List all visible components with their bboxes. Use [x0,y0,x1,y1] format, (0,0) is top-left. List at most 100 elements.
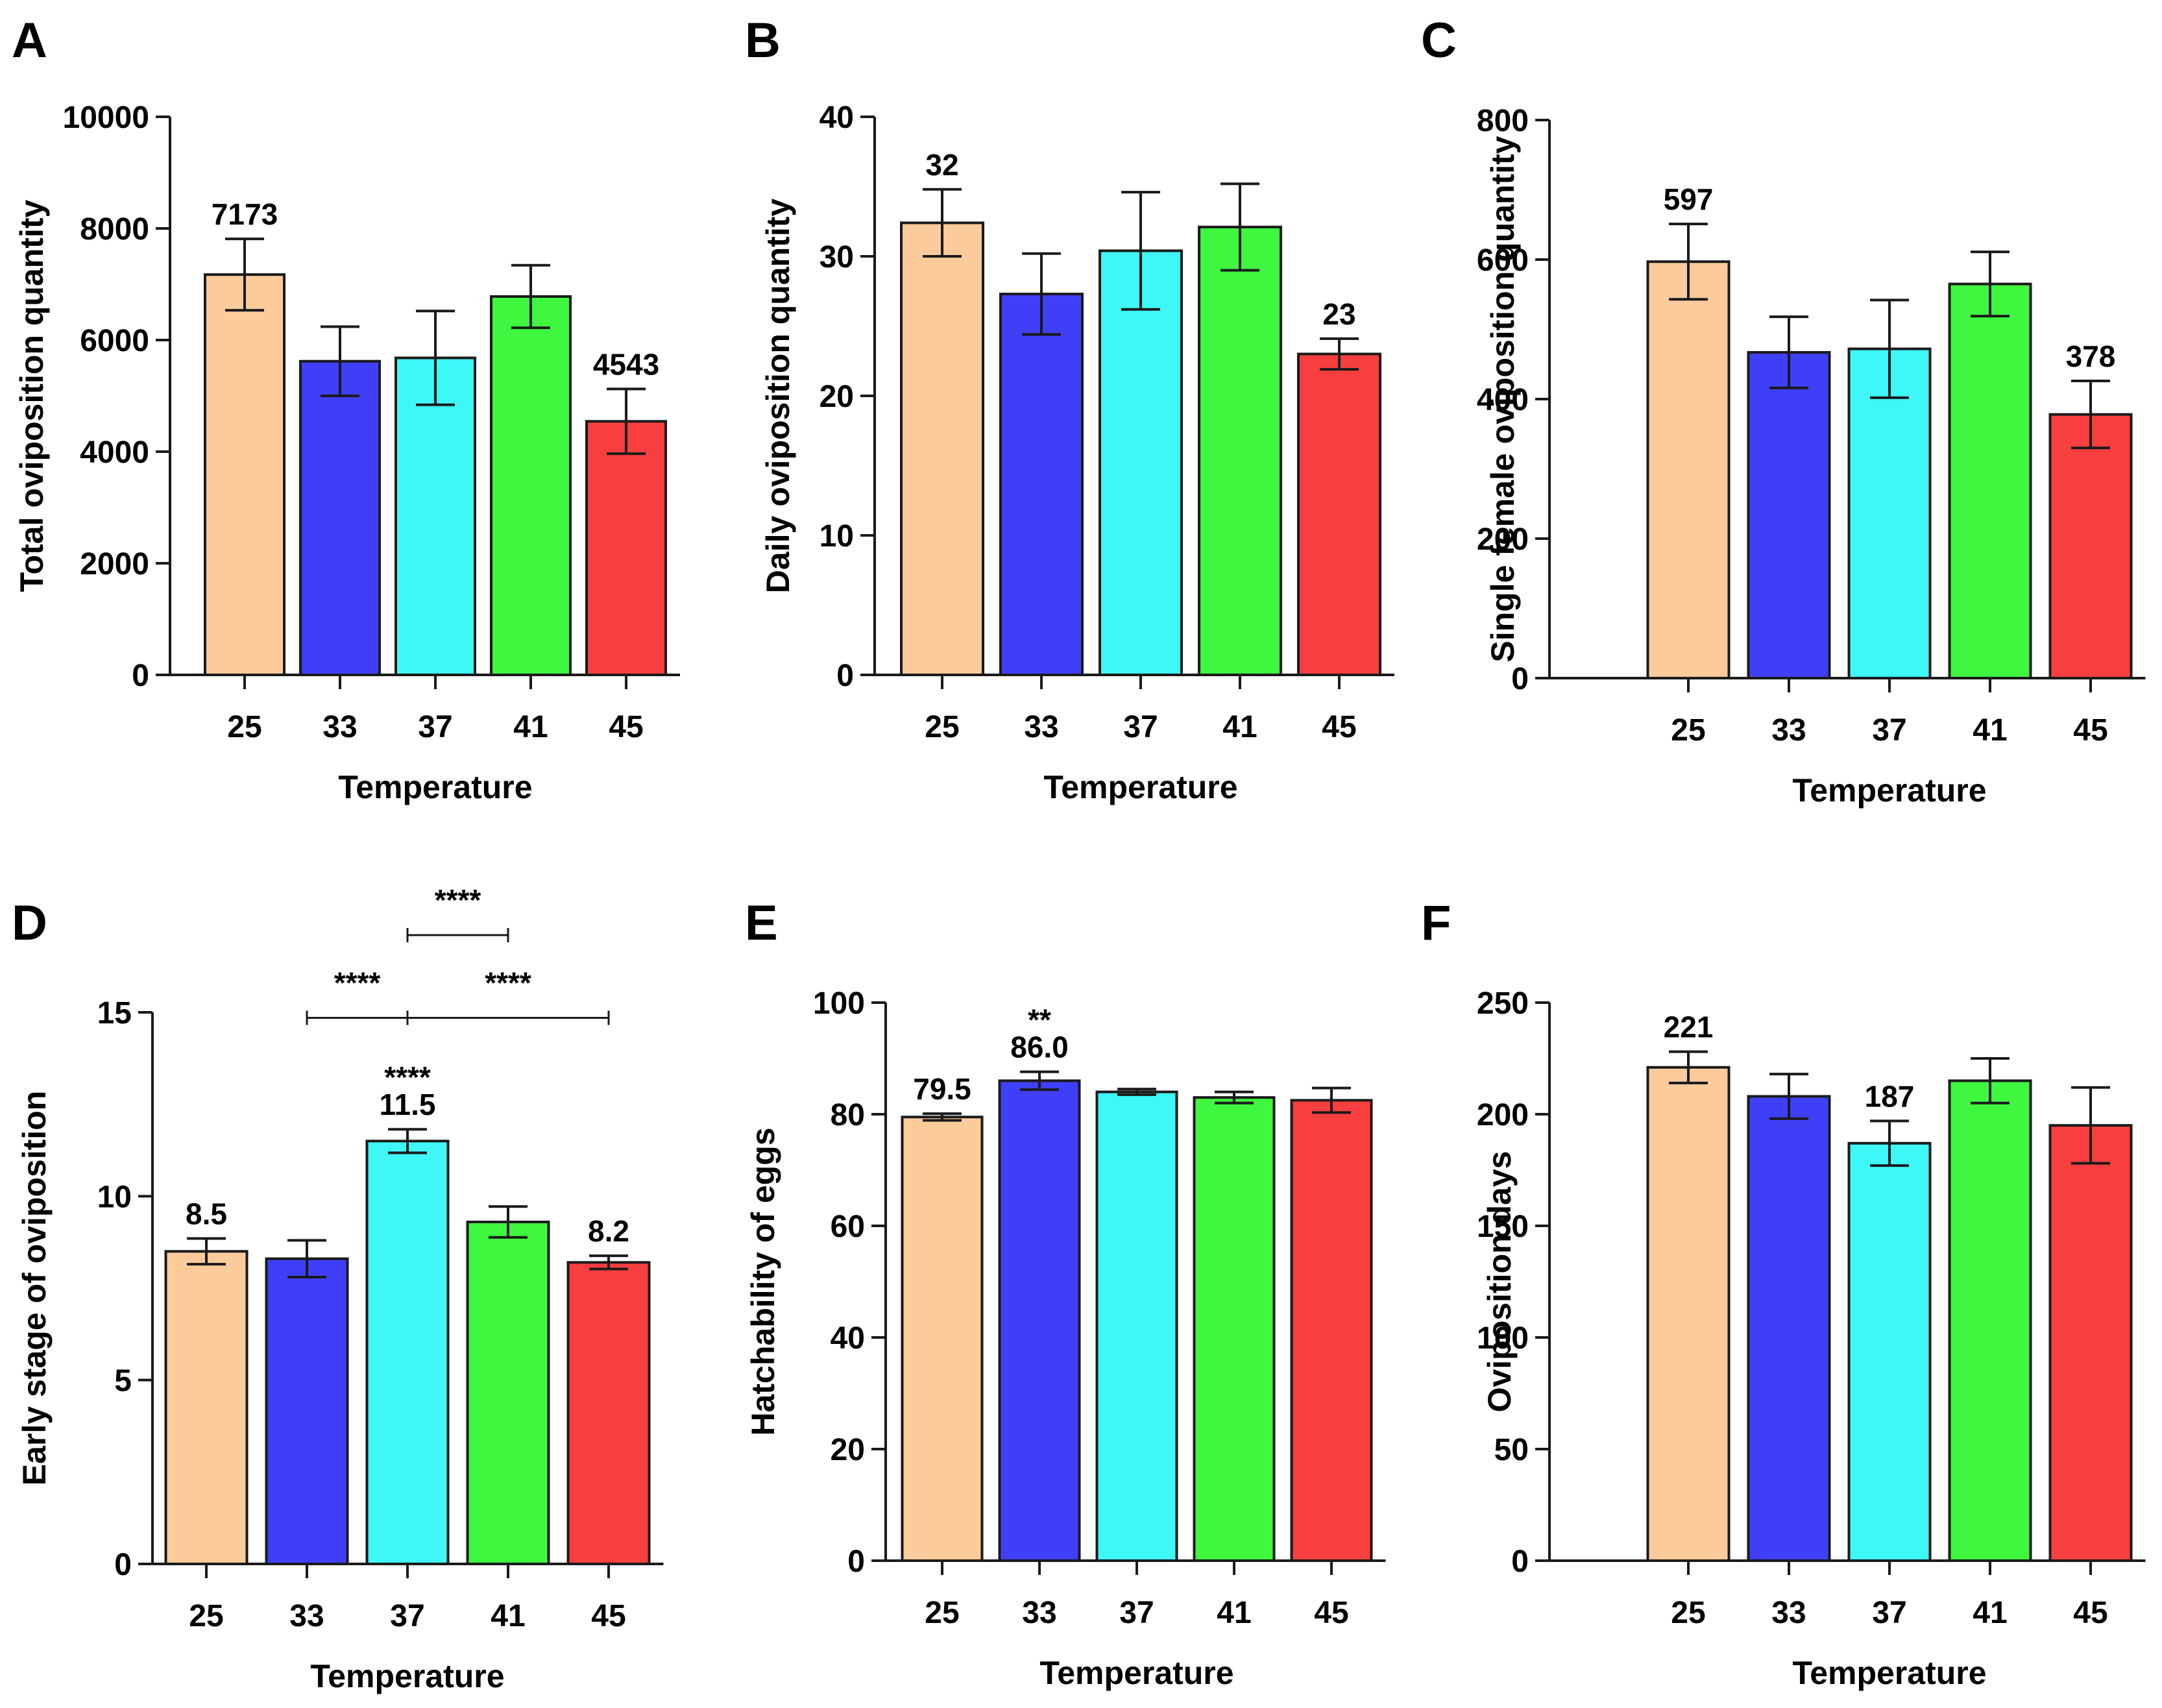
y-tick-label: 0 [114,1548,132,1582]
panel-f: F 0 50 100 150 200 250 Oviposition days Temperat… [1421,896,2146,1691]
x-tick-label: 41 [491,1599,525,1633]
data-label: 8.2 [588,1214,629,1248]
bar-45 [585,420,667,676]
y-tick-label: 80 [831,1098,865,1132]
y-tick-label: 0 [836,659,854,693]
x-axis-title: Temperature [1039,1655,1233,1691]
bar-45 [566,1261,651,1566]
y-tick-label: 200 [1477,522,1529,557]
data-label: 32 [925,148,958,182]
bar-41 [1198,225,1282,677]
panel-letter: C [1421,13,1457,68]
x-tick-label: 45 [2073,1596,2107,1630]
y-tick-label: 4000 [80,435,149,470]
bar-25 [1646,1066,1731,1562]
bar-25 [204,273,285,676]
data-label: 79.5 [913,1072,971,1106]
significance-label: **** [435,883,481,917]
y-tick-label: 800 [1477,104,1529,138]
bar-33 [299,360,381,676]
data-label: 378 [2066,339,2116,373]
y-tick-label: 250 [1477,986,1529,1021]
data-label: 7173 [212,197,278,231]
bar-33 [998,1079,1081,1562]
bar-25 [1646,260,1731,680]
y-tick-label: 6000 [80,324,149,358]
x-tick-label: 45 [1322,710,1356,744]
y-tick-label: 150 [1477,1210,1529,1244]
bar-33 [1747,1095,1831,1562]
y-tick-label: 10000 [63,101,149,135]
bar-37 [1095,1090,1178,1562]
panel-letter: D [12,896,47,951]
data-label: 221 [1664,1010,1714,1044]
x-axis-title: Temperature [1792,1655,1986,1691]
x-tick-label: 41 [1973,713,2007,748]
y-tick-label: 2000 [80,547,149,581]
bar-37 [1847,347,1932,679]
x-tick-label: 41 [1973,1596,2007,1630]
bar-45 [1290,1099,1373,1562]
y-axis-title: Early stage of oviposition [16,1091,53,1485]
panel-letter: A [12,13,47,68]
panel-b: B 0 10 20 30 40 Daily oviposition quantity Temp… [745,13,1394,805]
y-tick-label: 20 [820,380,854,414]
x-tick-label: 45 [609,710,643,744]
x-tick-label: 33 [322,710,357,744]
bar-41 [490,295,572,677]
bar-37 [1099,249,1183,676]
x-tick-label: 41 [513,710,548,744]
x-tick-label: 25 [189,1599,223,1633]
y-tick-label: 100 [813,986,865,1021]
bar-33 [999,293,1084,676]
x-tick-label: 45 [591,1599,626,1633]
data-label: 23 [1322,297,1355,331]
y-tick-label: 200 [1477,1098,1529,1132]
bar-41 [1948,282,2032,679]
panel-letter: E [745,896,778,951]
x-tick-label: 25 [1671,1596,1705,1630]
bar-41 [466,1221,550,1565]
x-tick-label: 37 [1872,1596,1906,1630]
x-tick-label: 37 [418,710,452,744]
x-tick-label: 25 [227,710,261,744]
x-axis-title: Temperature [310,1658,504,1694]
bar-45 [2048,413,2133,680]
x-tick-label: 33 [289,1599,324,1633]
data-label: 597 [1664,182,1714,216]
x-tick-label: 37 [1872,713,1906,748]
y-tick-label: 50 [1494,1433,1529,1467]
x-tick-label: 33 [1771,1596,1806,1630]
data-label: 86.0 [1010,1031,1069,1064]
x-tick-label: 33 [1024,710,1058,744]
y-tick-label: 20 [831,1433,865,1467]
panel-a: A 0 2000 4000 6000 8000 10000 Total oviposition… [12,13,680,805]
x-tick-label: 33 [1022,1596,1056,1630]
y-axis-title: Total oviposition quantity [14,200,50,592]
x-tick-label: 37 [1123,710,1158,744]
bar-25 [164,1250,249,1566]
significance-label: **** [334,966,381,1000]
y-tick-label: 600 [1477,243,1529,278]
significance-label: **** [384,1060,431,1094]
data-label: 187 [1865,1079,1915,1113]
bar-33 [265,1257,349,1565]
y-tick-label: 30 [820,240,854,274]
bar-45 [2048,1124,2133,1562]
x-axis-title: Temperature [1043,769,1237,805]
y-tick-label: 40 [831,1321,865,1356]
panel-e: E 0 20 40 60 80 100 Hatchability of eggs Tempera… [745,896,1386,1691]
y-tick-label: 0 [847,1544,865,1579]
data-label: 4543 [593,347,659,381]
x-tick-label: 33 [1771,713,1806,748]
y-tick-label: 8000 [80,212,149,247]
significance-label: **** [485,966,531,1000]
bar-37 [1847,1141,1932,1562]
x-tick-label: 37 [390,1599,424,1633]
y-tick-label: 0 [132,659,149,693]
bar-33 [1747,350,1831,679]
bar-37 [395,356,476,677]
bar-45 [1297,352,1381,676]
